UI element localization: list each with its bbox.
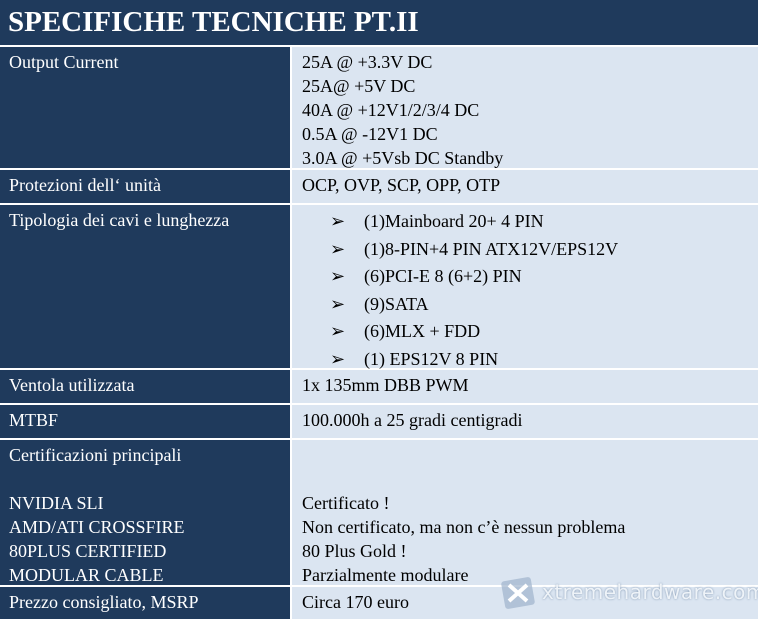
table-row: Output Current 25A @ +3.3V DC 25A@ +5V DC 4… (0, 47, 758, 170)
row-value-cell: OCP, OVP, SCP, OPP, OTP (292, 170, 758, 203)
table-row: Ventola utilizzata 1x 135mm DBB PWM (0, 370, 758, 405)
bullet-item: (1)Mainboard 20+ 4 PIN (302, 208, 758, 236)
row-label-cell: Ventola utilizzata (0, 370, 292, 403)
item-value: 80 Plus Gold ! (302, 541, 407, 561)
item-value: Non certificato, ma non c’è nessun probl… (302, 517, 626, 537)
value-line: 25A @ +3.3V DC (302, 52, 433, 72)
bullet-item: (9)SATA (302, 291, 758, 319)
value-line: 40A @ +12V1/2/3/4 DC (302, 100, 480, 120)
watermark-logo (501, 577, 535, 609)
table-row: Protezioni dell‘ unità OCP, OVP, SCP, OPP… (0, 170, 758, 205)
row-label-cell: Output Current (0, 47, 292, 168)
value-line: 0.5A @ -12V1 DC (302, 124, 438, 144)
bullet-item: (6)MLX + FDD (302, 318, 758, 346)
item-value: Certificato ! (302, 493, 390, 513)
row-label-cell: Tipologia dei cavi e lunghezza (0, 205, 292, 368)
bullet-item: (1) EPS12V 8 PIN (302, 346, 758, 374)
item-value: Parzialmente modulare (302, 565, 469, 585)
item-label: AMD/ATI CROSSFIRE (9, 517, 185, 537)
row-value-cell: 25A @ +3.3V DC 25A@ +5V DC 40A @ +12V1/2/3… (292, 47, 758, 168)
row-label: MTBF (9, 410, 59, 430)
spacer (302, 467, 758, 491)
table-row: Certificazioni principali NVIDIA SLI AMD/A… (0, 440, 758, 587)
row-label-cell: Prezzo consigliato, MSRP (0, 587, 292, 619)
bullet-item: (6)PCI-E 8 (6+2) PIN (302, 263, 758, 291)
value-line: 3.0A @ +5Vsb DC Standby (302, 148, 504, 168)
item-label: MODULAR CABLE (9, 565, 164, 585)
value-line: 25A@ +5V DC (302, 76, 416, 96)
spacer (302, 443, 758, 467)
row-label: Tipologia dei cavi e lunghezza (9, 210, 230, 230)
watermark: xtremehardware.com (497, 573, 758, 613)
value-line: OCP, OVP, SCP, OPP, OTP (302, 175, 501, 195)
watermark-text: xtremehardware.com (542, 580, 758, 604)
value-line: Circa 170 euro (302, 592, 409, 612)
item-label: 80PLUS CERTIFIED (9, 541, 167, 561)
bullet-item: (1)8-PIN+4 PIN ATX12V/EPS12V (302, 236, 758, 264)
row-label-cell: Protezioni dell‘ unità (0, 170, 292, 203)
item-label: NVIDIA SLI (9, 493, 104, 513)
table-row: Tipologia dei cavi e lunghezza (1)Mainboa… (0, 205, 758, 370)
spec-table: Output Current 25A @ +3.3V DC 25A@ +5V DC 4… (0, 47, 758, 621)
row-label: Prezzo consigliato, MSRP (9, 592, 199, 612)
value-line: 100.000h a 25 gradi centigradi (302, 410, 523, 430)
row-label-cell: Certificazioni principali NVIDIA SLI AMD/A… (0, 440, 292, 585)
row-label: Ventola utilizzata (9, 375, 135, 395)
row-label: Protezioni dell‘ unità (9, 175, 161, 195)
row-label-cell: MTBF (0, 405, 292, 438)
row-value-cell: (1)Mainboard 20+ 4 PIN(1)8-PIN+4 PIN ATX… (292, 205, 758, 369)
value-line: 1x 135mm DBB PWM (302, 375, 469, 395)
table-row: MTBF 100.000h a 25 gradi centigradi (0, 405, 758, 440)
row-label: Output Current (9, 52, 119, 72)
row-value-cell: 1x 135mm DBB PWM (292, 370, 758, 403)
title: SPECIFICHE TECNICHE PT.II (0, 0, 758, 45)
row-value-cell: 100.000h a 25 gradi centigradi (292, 405, 758, 438)
row-label: Certificazioni principali (9, 445, 182, 465)
spacer (9, 467, 290, 491)
row-value-cell: Certificato ! Non certificato, ma non c’è… (292, 440, 758, 585)
